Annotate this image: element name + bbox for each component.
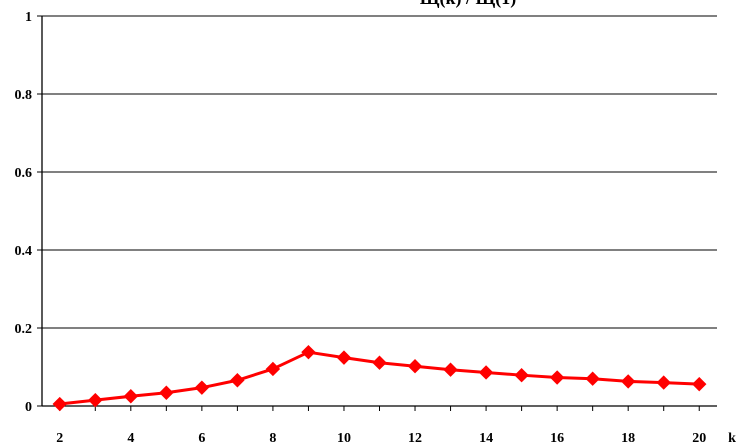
data-point-9: [372, 355, 387, 370]
x-tick-label-9: 20: [692, 431, 706, 446]
data-point-12: [478, 365, 494, 380]
data-point-7: [301, 344, 316, 360]
data-point-10: [407, 359, 423, 374]
data-point-16: [620, 374, 636, 389]
y-tick-label-2: 0.4: [15, 244, 33, 259]
data-point-4: [194, 380, 210, 395]
chart-title: Щ(k) / Щ(1): [420, 0, 517, 9]
data-point-8: [336, 350, 352, 365]
axes: [41, 16, 717, 407]
y-tick-labels: 0 0.2 0.4 0.6 0.8 1: [15, 10, 42, 415]
data-point-17: [656, 375, 671, 390]
x-tick-labels: 2 4 6 8 10 12 14 16 18 20: [56, 406, 706, 446]
data-point-13: [514, 367, 529, 383]
x-tick-label-6: 14: [479, 431, 493, 446]
y-tick-label-3: 0.6: [15, 166, 33, 181]
x-tick-label-2: 6: [198, 431, 205, 446]
x-tick-label-5: 12: [408, 431, 422, 446]
x-tick-label-7: 16: [550, 431, 564, 446]
data-point-14: [549, 370, 565, 385]
x-tick-label-3: 8: [269, 431, 276, 446]
data-point-15: [585, 371, 600, 386]
x-tick-label-1: 4: [127, 431, 134, 446]
data-point-1: [88, 392, 103, 408]
x-tick-label-8: 18: [621, 431, 635, 446]
x-axis-label: k: [728, 431, 736, 446]
data-point-5: [230, 373, 245, 388]
y-tick-label-4: 0.8: [15, 88, 33, 103]
series-group: [52, 344, 707, 412]
x-tick-label-0: 2: [56, 431, 63, 446]
y-tick-label-0: 0: [25, 400, 32, 415]
y-tick-label-5: 1: [25, 10, 32, 25]
data-point-18: [692, 376, 707, 392]
y-tick-label-1: 0.2: [15, 322, 33, 337]
gridlines: [42, 15, 717, 329]
data-point-3: [159, 385, 174, 400]
data-point-2: [123, 389, 139, 404]
data-point-0: [52, 396, 67, 412]
data-point-11: [443, 362, 458, 377]
x-tick-label-4: 10: [337, 431, 351, 446]
data-point-6: [265, 361, 281, 377]
